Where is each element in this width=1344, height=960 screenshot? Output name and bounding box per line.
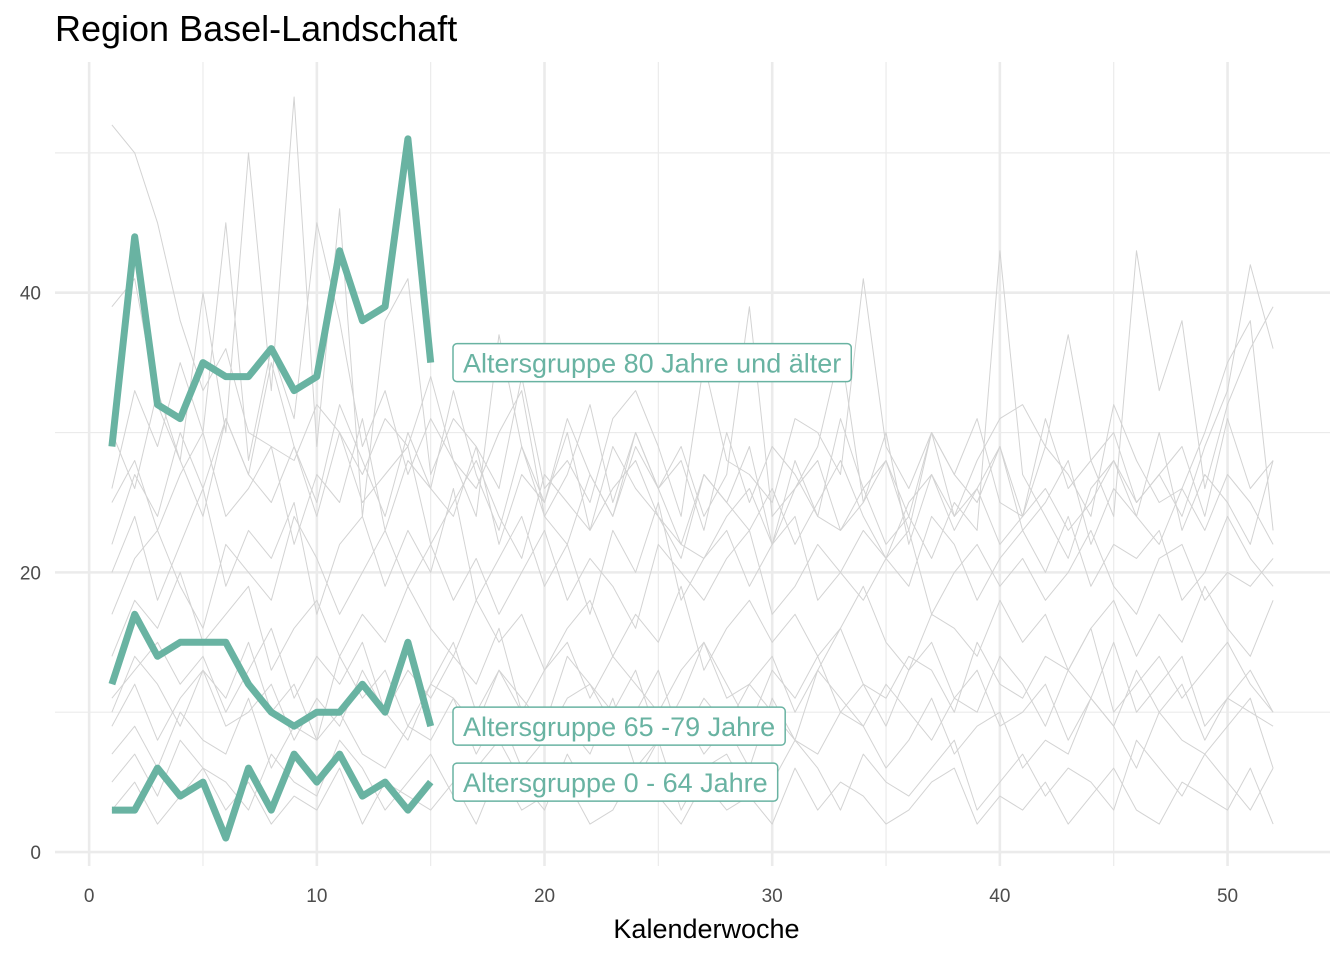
x-tick-label: 0 [84,886,95,907]
x-tick-label: 10 [306,886,327,907]
background-series-line [111,515,1274,629]
series-callouts: Altersgruppe 80 Jahre und älter Altersgru… [452,342,852,802]
y-axis-tick-labels: 0 20 40 [20,284,41,864]
background-series-line [111,418,1274,559]
x-tick-label: 30 [762,886,783,907]
background-series-line [111,362,1274,531]
x-axis-tick-labels: 0 10 20 30 40 50 [84,886,1238,907]
highlight-series-group [108,135,435,842]
highlight-series-line [108,135,435,447]
series-callout-label: Altersgruppe 80 Jahre und älter [452,342,852,383]
background-series-line [111,222,1274,531]
y-tick-label: 20 [20,563,41,584]
callout-box [452,706,786,746]
background-series-line [111,627,1274,713]
x-tick-label: 20 [534,886,555,907]
callout-text: Altersgruppe 0 - 64 Jahre [463,768,768,798]
x-tick-label: 40 [989,886,1010,907]
y-tick-label: 0 [30,843,41,864]
callout-box [452,762,779,802]
x-tick-label: 50 [1217,886,1238,907]
background-series-line [111,767,1274,825]
background-series-line [111,124,1274,559]
y-tick-label: 40 [20,284,41,305]
highlight-series-line [111,750,434,842]
callout-text: Altersgruppe 65 -79 Jahre [463,712,775,742]
chart-title: Region Basel-Landschaft [55,8,458,49]
callout-box [452,342,852,383]
background-series-line [111,641,1274,741]
background-series-line [111,96,1274,517]
x-axis-title: Kalenderwoche [613,914,799,944]
highlight-series-line [108,610,435,730]
background-series-line [111,418,1274,559]
callout-text: Altersgruppe 80 Jahre und älter [463,349,841,379]
series-callout-label: Altersgruppe 65 -79 Jahre [452,706,786,746]
series-callout-label: Altersgruppe 0 - 64 Jahre [452,762,779,802]
